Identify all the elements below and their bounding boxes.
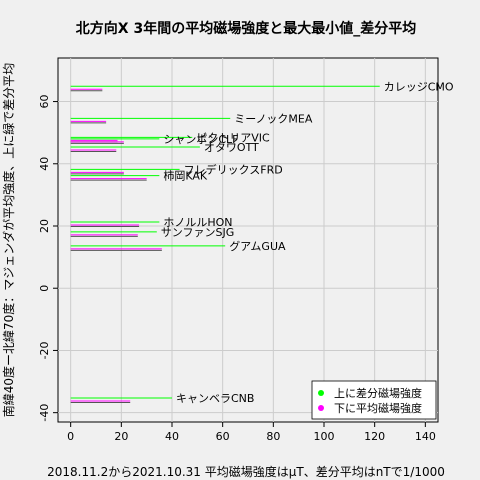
y-axis-label: 南緯40度ー北緯70度：マジェンダが平均強度、上に緑で差分平均 — [1, 63, 16, 418]
station-label: シャンボンCLF — [163, 133, 238, 146]
station-label: ミーノックMEA — [234, 112, 313, 125]
x-tick-label: 0 — [67, 430, 74, 443]
station-label: カレッジCMO — [384, 80, 454, 93]
legend-label-diff: 上に差分磁場強度 — [334, 386, 422, 400]
y-tick-label: 40 — [38, 157, 51, 171]
station-label: オタワOTT — [204, 141, 259, 154]
station-label: 柿岡KAK — [163, 169, 208, 183]
chart-title: 北方向X 3年間の平均磁場強度と最大最小値_差分平均 — [76, 20, 416, 37]
data-bars — [70, 85, 380, 404]
station-label: キャンベラCNB — [176, 392, 254, 405]
x-tick-label: 60 — [216, 430, 230, 443]
x-axis-label: 2018.11.2から2021.10.31 平均磁場強度はμT、差分平均はnTで… — [47, 464, 445, 479]
station-label: フレデリックスFRD — [184, 162, 283, 176]
station-label: ビクトリアVIC — [196, 131, 270, 144]
x-tick-label: 80 — [266, 430, 280, 443]
station-label: サンファンSJG — [161, 226, 234, 239]
y-axis: -40 -20 0 20 40 60 — [38, 95, 58, 422]
y-tick-label: 20 — [38, 219, 51, 233]
plot-area — [57, 57, 439, 423]
legend-box — [311, 380, 437, 420]
station-label: グアムGUA — [229, 239, 286, 253]
y-tick-label: 60 — [38, 95, 51, 109]
legend-label-mean: 下に平均磁場強度 — [334, 401, 422, 415]
y-tick-label: -20 — [38, 341, 51, 359]
x-axis: 0 20 40 60 80 100 120 140 — [67, 422, 436, 443]
x-tick-label: 100 — [314, 430, 335, 443]
x-tick-label: 20 — [114, 430, 128, 443]
station-label: ホノルルHON — [163, 216, 232, 229]
x-tick-label: 140 — [415, 430, 436, 443]
legend: 上に差分磁場強度 下に平均磁場強度 — [311, 380, 437, 420]
x-tick-label: 40 — [165, 430, 179, 443]
x-tick-label: 120 — [364, 430, 385, 443]
legend-marker-mean — [318, 405, 324, 411]
y-tick-label: -40 — [38, 404, 51, 422]
y-tick-label: 0 — [38, 285, 51, 292]
legend-marker-diff — [318, 390, 324, 396]
